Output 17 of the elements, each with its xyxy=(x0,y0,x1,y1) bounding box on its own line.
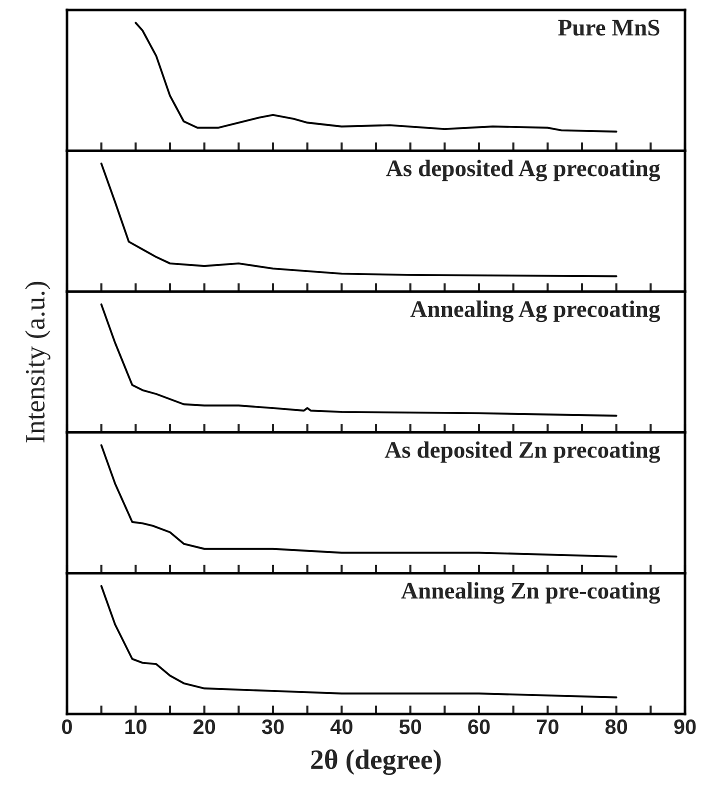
x-tick-label: 30 xyxy=(262,719,284,734)
y-axis-title: Intensity (a.u.) xyxy=(25,282,50,442)
x-tick-label: 40 xyxy=(330,719,352,734)
x-tick-label: 60 xyxy=(468,719,490,734)
x-tick-label: 50 xyxy=(399,719,422,734)
text: As deposited Ag precoating xyxy=(386,160,660,182)
text: As deposited Zn precoating xyxy=(384,441,660,463)
x-tick-label: 20 xyxy=(193,719,216,734)
x-tick-label: 0 xyxy=(62,719,72,734)
x-axis-title: 2θ (degree) xyxy=(311,749,441,775)
x-tick-label: 10 xyxy=(125,719,146,734)
x-tick-label: 90 xyxy=(674,719,696,734)
x-tick-label: 70 xyxy=(536,719,558,734)
text: Annealing Ag precoating xyxy=(410,300,660,322)
text: Annealing Zn pre-coating xyxy=(401,582,660,604)
x-tick-label: 80 xyxy=(605,719,628,734)
text: Pure MnS xyxy=(558,20,660,36)
